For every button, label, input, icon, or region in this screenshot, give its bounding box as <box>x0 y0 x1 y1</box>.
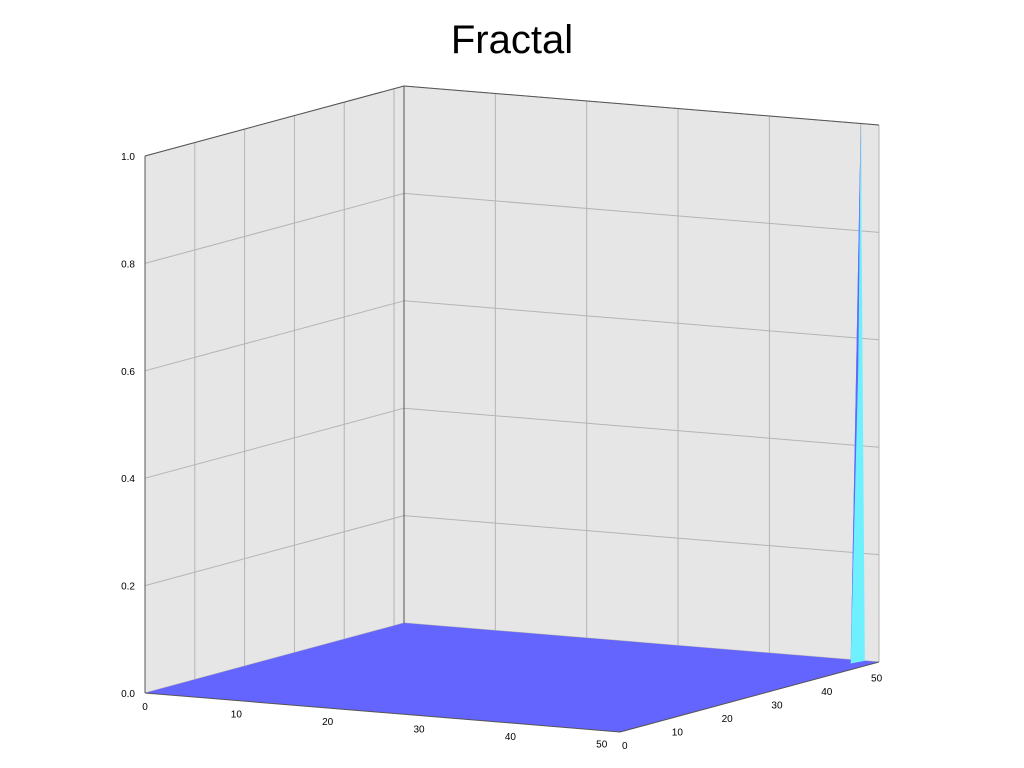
back-walls <box>145 86 879 693</box>
grid-line-z-left <box>144 300 405 372</box>
grid-line-z-right <box>403 192 880 233</box>
x-tick-label: 20 <box>322 717 334 728</box>
y-tick-label: 50 <box>871 674 883 685</box>
y-tick-label: 10 <box>672 728 684 739</box>
z-tick-label: 0.2 <box>121 582 135 593</box>
y-axis-line <box>619 661 880 733</box>
grid-line-z-left <box>144 407 405 479</box>
surface-peak-highlight <box>850 123 865 664</box>
x-tick-label: 30 <box>413 725 425 736</box>
grid-line-z-right <box>403 515 880 556</box>
z-tick-label: 1.0 <box>121 152 135 163</box>
grid-line-z-left <box>144 192 405 264</box>
x-axis-line <box>144 692 621 733</box>
grid-line-z-left <box>144 515 405 587</box>
surface-plot <box>145 123 879 732</box>
z-tick-label: 0.6 <box>121 367 135 378</box>
z-tick-label: 0.4 <box>121 474 135 485</box>
axes <box>144 85 880 733</box>
tick-labels: 0.0 0.2 0.4 0.6 0.8 1.0 0 10 20 30 40 50 0 10 20 30 40 50 <box>121 152 883 752</box>
x-tick-label: 40 <box>505 732 517 743</box>
surface-floor <box>145 623 879 732</box>
right-back-wall <box>404 86 879 662</box>
y-tick-label: 30 <box>771 701 783 712</box>
grid-line-z-right <box>403 300 880 341</box>
top-left-edge <box>144 85 405 157</box>
top-right-edge <box>403 85 880 126</box>
y-tick-label: 20 <box>722 714 734 725</box>
grid-line-z-right <box>403 407 880 448</box>
chart-title: Fractal <box>450 18 574 62</box>
left-back-wall <box>145 86 404 693</box>
z-tick-label: 0.0 <box>121 689 135 700</box>
x-tick-label: 0 <box>142 702 148 713</box>
z-tick-label: 0.8 <box>121 259 135 270</box>
x-tick-label: 50 <box>596 740 608 751</box>
surface-peak-shade <box>850 123 861 664</box>
y-tick-label: 40 <box>821 687 833 698</box>
y-tick-label: 0 <box>622 741 628 752</box>
x-tick-label: 10 <box>231 710 243 721</box>
